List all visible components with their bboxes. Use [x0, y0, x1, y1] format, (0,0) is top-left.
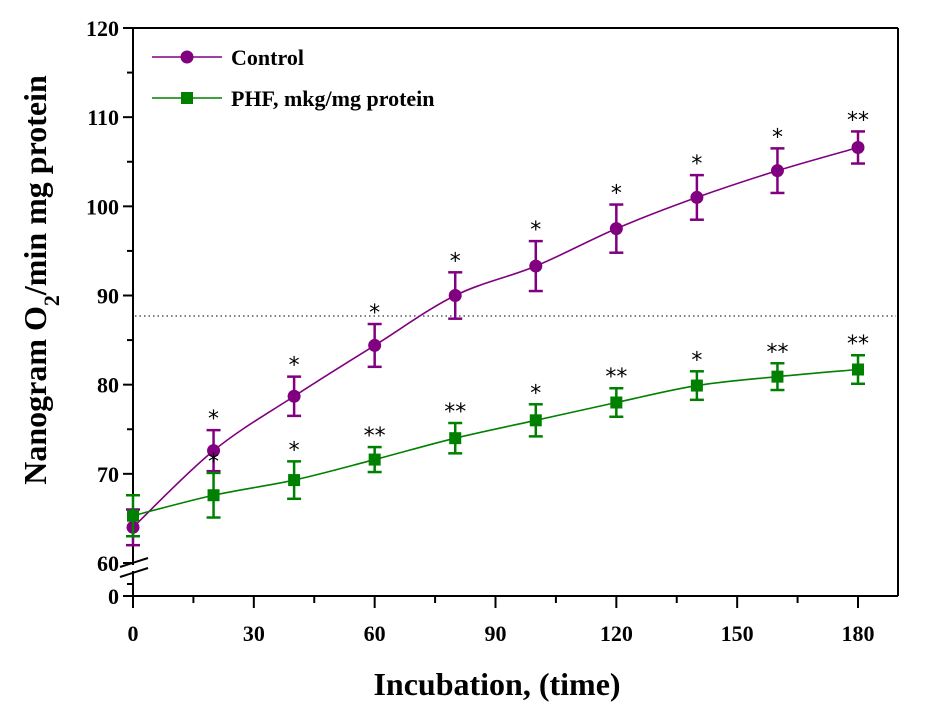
data-point-control — [448, 289, 462, 302]
significance-mark-control: * — [450, 249, 461, 274]
x-tick-label: 180 — [842, 621, 875, 646]
significance-mark-control: * — [530, 218, 541, 243]
significance-mark-phf: * — [691, 348, 702, 373]
y-tick-label: 80 — [97, 373, 119, 398]
series-line-control — [132, 146, 859, 528]
series-group — [126, 130, 865, 547]
significance-mark-control: * — [611, 182, 622, 207]
axis-break-gap — [131, 565, 135, 571]
significance-mark-phf: * — [208, 450, 219, 475]
significance-mark-phf: * — [530, 381, 541, 406]
significance-annotations: *********** ********* ** ** — [208, 108, 869, 475]
series-control — [126, 130, 865, 547]
axis-break-mark — [119, 567, 149, 578]
data-point-phf — [771, 370, 784, 383]
y-tick-label: 110 — [87, 105, 119, 130]
data-point-control — [609, 222, 623, 236]
axis-break-mark — [119, 557, 149, 568]
data-point-phf — [127, 509, 139, 522]
data-point-phf — [449, 432, 462, 445]
legend-marker-phf — [181, 92, 193, 104]
significance-mark-control: * — [208, 407, 219, 432]
significance-mark-phf: ** — [605, 365, 627, 390]
x-tick-label: 120 — [600, 621, 633, 646]
y-tick-label: 90 — [97, 284, 119, 309]
significance-mark-phf: * — [289, 438, 300, 463]
data-point-control — [368, 338, 382, 352]
data-point-control — [529, 259, 543, 273]
x-tick-label: 150 — [721, 621, 754, 646]
y-axis-title: Nanogram O2/min mg protein — [17, 75, 64, 485]
legend-marker-control — [180, 50, 194, 64]
data-point-phf — [852, 363, 864, 376]
data-point-phf — [368, 453, 381, 466]
data-point-control — [851, 140, 865, 154]
significance-mark-phf: ** — [847, 332, 869, 357]
x-axis-title: Incubation, (time) — [373, 666, 620, 702]
y-tick-label: 120 — [86, 16, 119, 41]
x-tick-label: 30 — [243, 621, 265, 646]
significance-mark-control: * — [772, 125, 783, 150]
x-tick-label: 0 — [128, 621, 139, 646]
significance-mark-phf: ** — [444, 400, 466, 425]
data-point-control — [690, 190, 704, 204]
significance-mark-control: * — [369, 301, 380, 326]
y-axis-title-subscript: 2 — [39, 295, 64, 306]
data-point-control — [287, 389, 301, 403]
y-tick-label: 100 — [86, 194, 119, 219]
data-point-phf — [690, 379, 703, 392]
y-tick-label: 60 — [97, 551, 119, 576]
y-axis-title-rest: /min mg protein — [17, 75, 53, 296]
significance-mark-control: * — [691, 152, 702, 177]
data-point-control — [770, 164, 784, 178]
y-tick-label-zero: 0 — [108, 584, 119, 609]
significance-mark-phf: ** — [766, 340, 788, 365]
axes: 60 70 80 90 100 110 120 00 30 60 90 120 150 180 — [86, 16, 899, 646]
legend-label-phf: PHF, mkg/mg protein — [231, 86, 435, 111]
data-point-phf — [610, 396, 623, 409]
data-point-phf — [529, 414, 542, 427]
data-point-phf — [288, 474, 301, 487]
y-tick-label: 70 — [97, 462, 119, 487]
data-point-control — [207, 444, 221, 458]
legend: Control PHF, mkg/mg protein — [152, 45, 435, 111]
significance-mark-control: ** — [847, 108, 869, 133]
x-tick-label: 90 — [485, 621, 507, 646]
significance-mark-phf: ** — [364, 424, 386, 449]
y-axis-title-main: Nanogram O — [17, 306, 53, 485]
series-phf — [126, 353, 865, 538]
x-tick-label: 60 — [364, 621, 386, 646]
data-point-phf — [207, 489, 220, 502]
significance-mark-control: * — [289, 354, 300, 379]
legend-label-control: Control — [231, 45, 304, 70]
series-line-phf — [132, 368, 859, 517]
